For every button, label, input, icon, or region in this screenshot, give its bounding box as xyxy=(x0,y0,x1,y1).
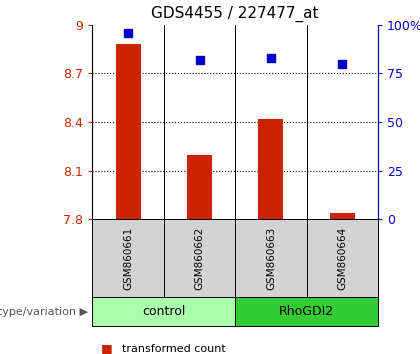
Text: GSM860664: GSM860664 xyxy=(337,227,347,290)
Bar xyxy=(307,219,378,297)
Bar xyxy=(92,219,164,297)
Bar xyxy=(92,297,235,326)
Text: RhoGDI2: RhoGDI2 xyxy=(279,305,334,318)
Text: genotype/variation ▶: genotype/variation ▶ xyxy=(0,307,88,316)
Point xyxy=(268,55,274,61)
Bar xyxy=(116,44,141,219)
Point xyxy=(339,61,346,67)
Bar xyxy=(235,219,307,297)
Bar xyxy=(164,219,235,297)
Bar xyxy=(258,119,284,219)
Bar xyxy=(187,155,212,219)
Point xyxy=(196,57,203,63)
Text: transformed count: transformed count xyxy=(122,344,226,354)
Bar xyxy=(330,213,355,219)
Point xyxy=(125,30,131,35)
Text: GSM860661: GSM860661 xyxy=(123,227,133,290)
Title: GDS4455 / 227477_at: GDS4455 / 227477_at xyxy=(152,6,319,22)
Text: ■: ■ xyxy=(101,342,113,354)
Bar xyxy=(235,297,378,326)
Text: GSM860663: GSM860663 xyxy=(266,227,276,290)
Text: control: control xyxy=(142,305,186,318)
Text: GSM860662: GSM860662 xyxy=(194,227,205,290)
